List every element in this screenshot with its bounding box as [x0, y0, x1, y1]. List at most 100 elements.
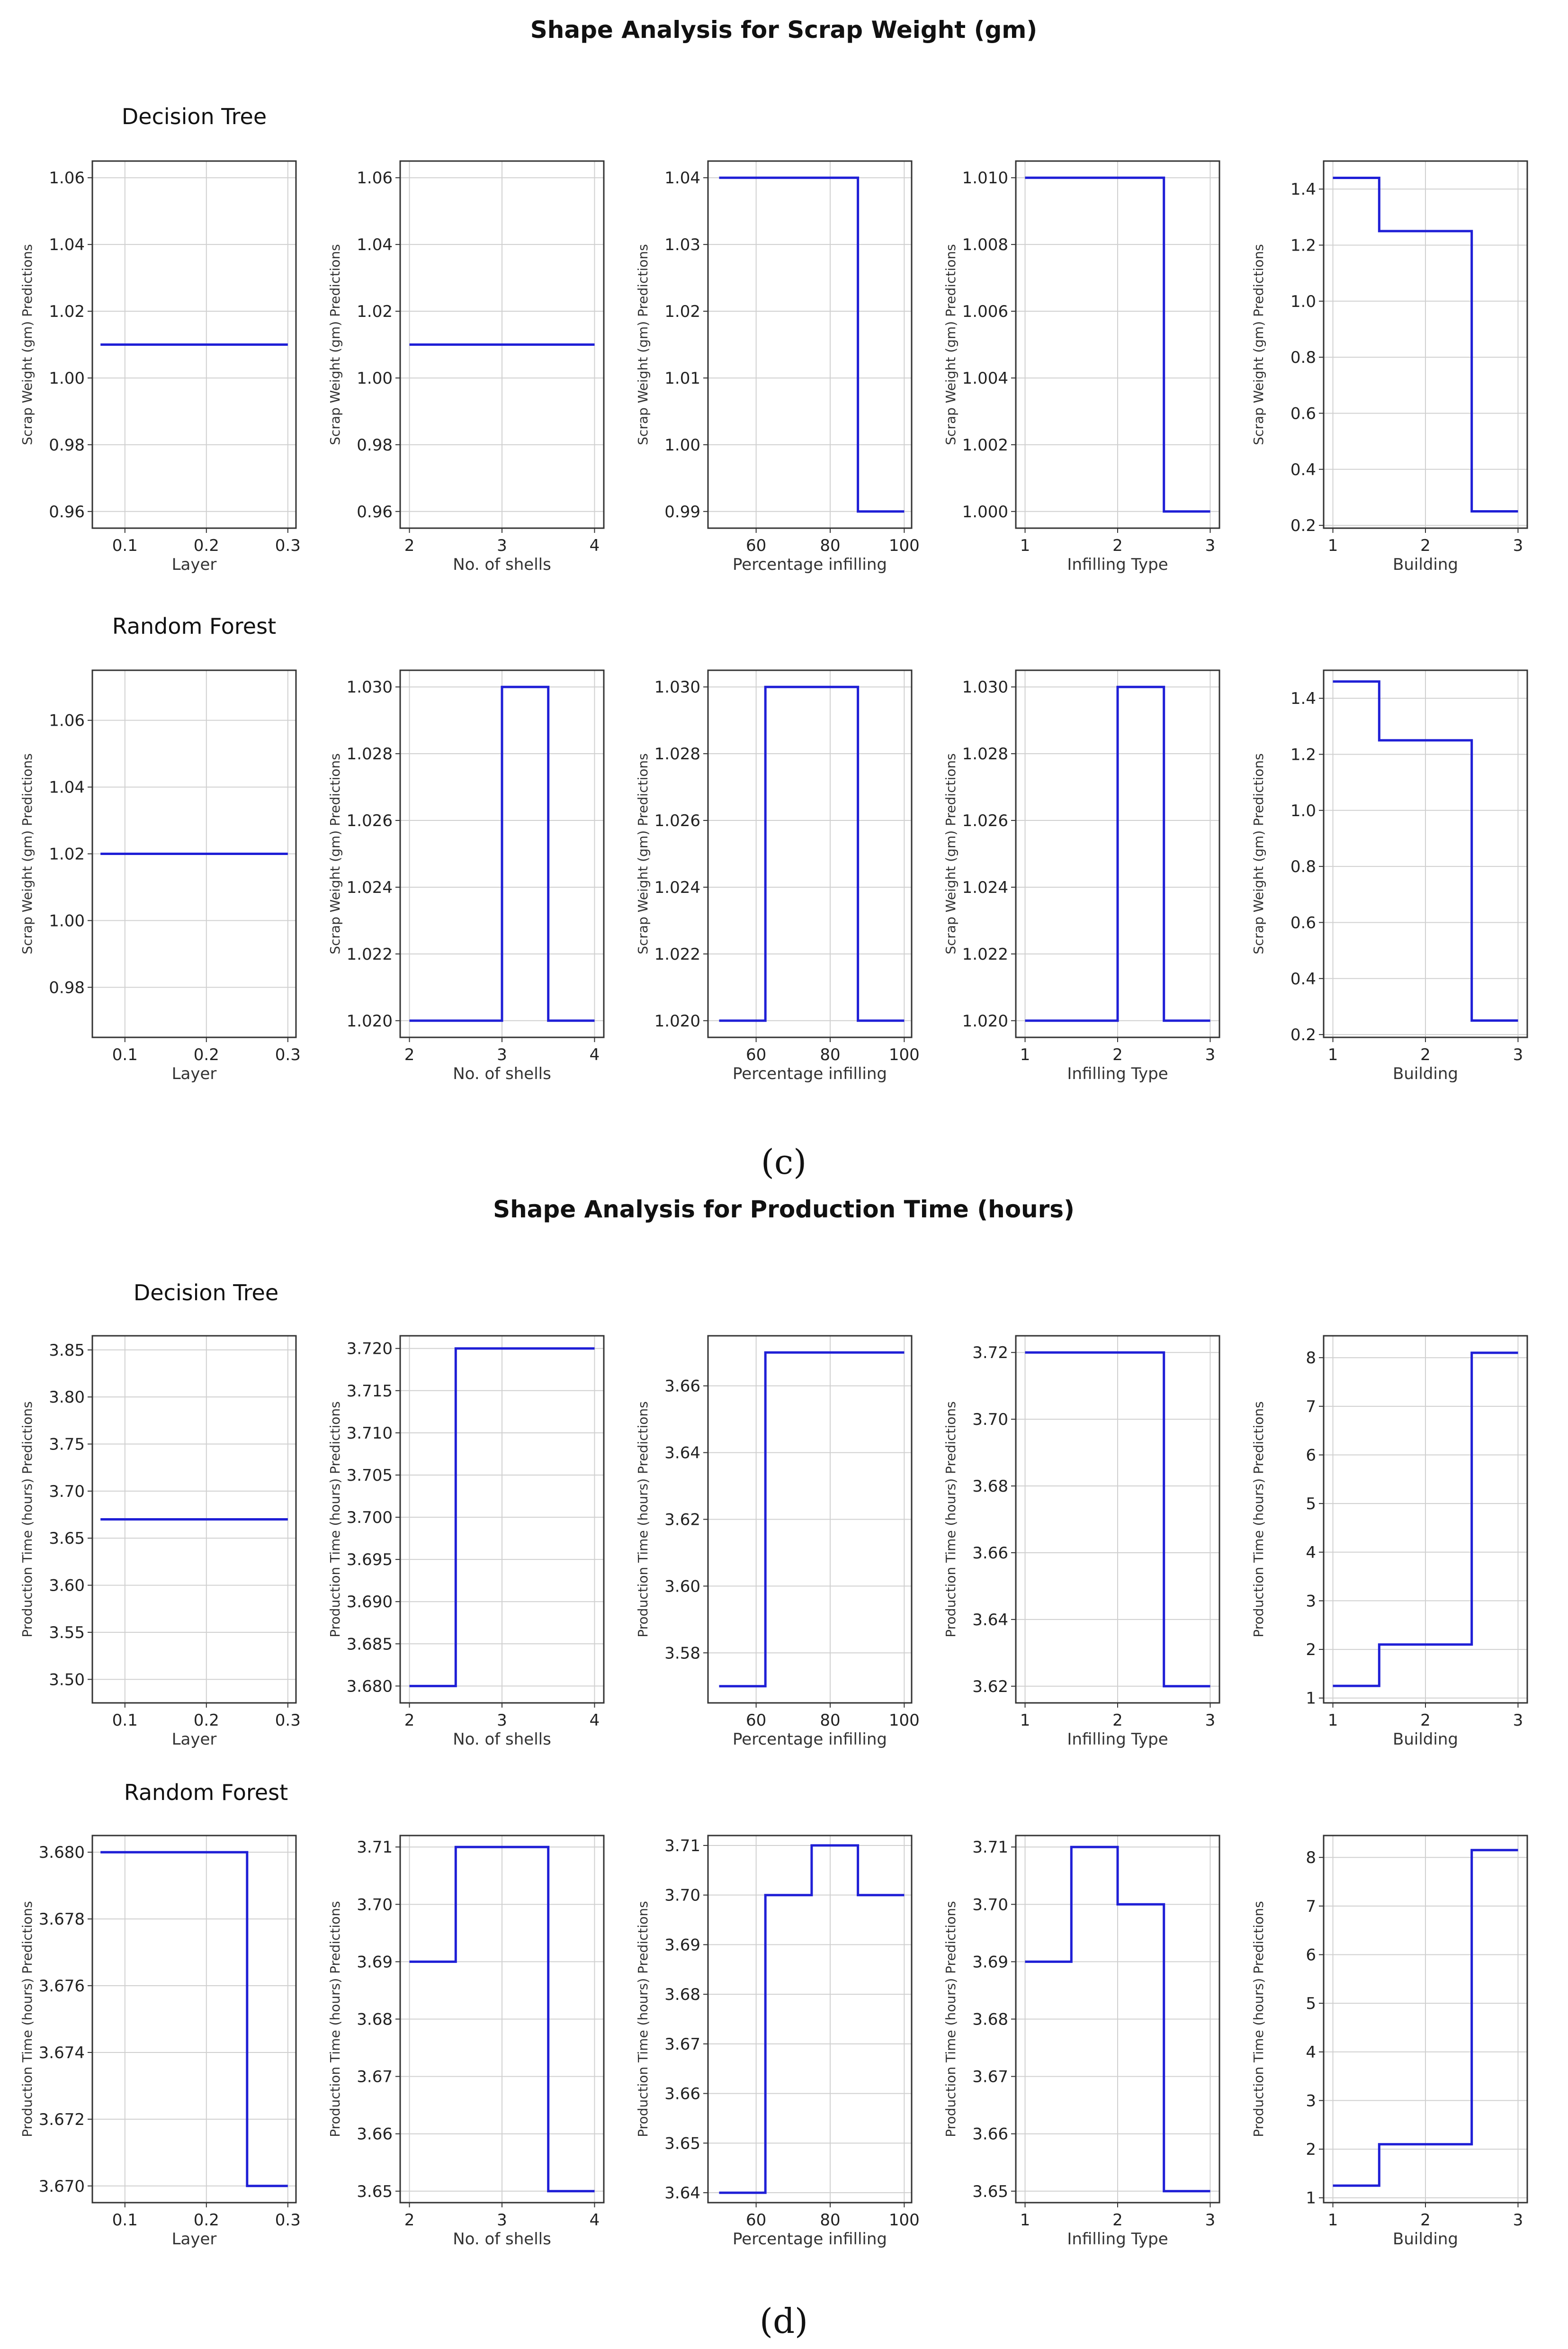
- x-tick-label: 4: [590, 1711, 600, 1730]
- y-tick-label: 3.66: [972, 2125, 1008, 2144]
- y-tick-label: 1.4: [1290, 689, 1316, 708]
- plot-frame: [91, 669, 297, 1038]
- prediction-line: [1025, 176, 1210, 513]
- y-tick-label: 1.022: [962, 945, 1008, 964]
- y-tick-label: 1.028: [347, 745, 393, 764]
- plot-frame: [1015, 669, 1220, 1038]
- y-tick-label: 1.026: [962, 811, 1008, 830]
- y-tick-label: 1.06: [357, 169, 393, 188]
- prediction-line: [1025, 685, 1210, 1022]
- y-tick-label: 2: [1306, 2140, 1316, 2159]
- y-tick-label: 3.71: [664, 1836, 700, 1855]
- x-tick-label: 60: [746, 2211, 766, 2230]
- y-tick-label: 1.030: [654, 678, 700, 697]
- y-tick-label: 1.022: [654, 945, 700, 964]
- prediction-line: [100, 1851, 288, 2187]
- y-tick-label: 3: [1306, 1592, 1316, 1611]
- x-axis-label: Layer: [172, 2230, 217, 2249]
- subplot-percentage-infilling-7: 1.020 1.022 1.024 1.026 1.028 1.030 60 80 100Per…: [635, 669, 920, 1083]
- x-tick-label: 4: [590, 1045, 600, 1064]
- row-label-random-forest-production: Random Forest: [124, 1780, 288, 1805]
- subplot-no-of-shells-1: 0.96 0.98 1.00 1.02 1.04 1.06 2 3 4 No. of shells…: [327, 160, 605, 574]
- y-tick-label: 3.672: [39, 2110, 85, 2129]
- x-tick-label: 2: [1420, 1711, 1431, 1730]
- x-tick-label: 4: [590, 536, 600, 555]
- x-tick-label: 0.3: [275, 1045, 301, 1064]
- y-axis-label: Production Time (hours) Predictions: [943, 1401, 959, 1637]
- y-tick-label: 1.00: [357, 369, 393, 388]
- y-tick-label: 1.022: [347, 945, 393, 964]
- y-tick-label: 3.685: [347, 1635, 393, 1654]
- y-tick-label: 0.99: [664, 503, 700, 522]
- y-tick-label: 3.705: [347, 1466, 393, 1485]
- y-tick-label: 3.62: [664, 1511, 700, 1530]
- x-tick-label: 2: [404, 2211, 415, 2230]
- plot-frame: [399, 160, 605, 529]
- y-tick-label: 1.0: [1290, 292, 1316, 311]
- caption-d: (d): [760, 2301, 808, 2341]
- y-tick-label: 2: [1306, 1640, 1316, 1659]
- y-tick-label: 0.98: [49, 436, 85, 455]
- y-axis-label: Production Time (hours) Predictions: [1251, 1401, 1266, 1637]
- y-axis-label: Scrap Weight (gm) Predictions: [943, 244, 959, 445]
- y-tick-label: 1.01: [664, 369, 700, 388]
- y-tick-label: 0.96: [49, 503, 85, 522]
- y-tick-label: 3.66: [972, 1544, 1008, 1563]
- x-tick-label: 3: [497, 1045, 507, 1064]
- y-tick-label: 1.2: [1290, 236, 1316, 255]
- subplot-building-4: 0.2 0.4 0.6 0.8 1.0 1.2 1.4 1 2 3 Building Scrap We…: [1251, 160, 1528, 574]
- y-tick-label: 1.008: [962, 235, 1008, 254]
- y-tick-label: 0.6: [1290, 404, 1316, 423]
- y-tick-label: 1.00: [49, 911, 85, 930]
- y-tick-label: 3.66: [664, 2085, 700, 2104]
- subplot-no-of-shells-11: 3.680 3.685 3.690 3.695 3.700 3.705 3.710 3.715…: [327, 1335, 605, 1749]
- plot-frame: [1323, 160, 1528, 529]
- y-tick-label: 1.024: [962, 878, 1008, 897]
- y-tick-label: 3.65: [972, 2182, 1008, 2201]
- subplot-layer-15: 3.670 3.672 3.674 3.676 3.678 3.680 0.1 0.2 0.3 L…: [19, 1835, 301, 2249]
- x-tick-label: 2: [1112, 2211, 1123, 2230]
- y-tick-label: 3.670: [39, 2177, 85, 2196]
- y-tick-label: 3.680: [347, 1677, 393, 1696]
- subplot-infilling-type-13: 3.62 3.64 3.66 3.68 3.70 3.72 1 2 3 Infilling Typ…: [943, 1335, 1220, 1749]
- x-tick-label: 3: [497, 2211, 507, 2230]
- x-tick-label: 100: [889, 2211, 920, 2230]
- plot-frame: [1015, 160, 1220, 529]
- y-axis-label: Production Time (hours) Predictions: [943, 1901, 959, 2137]
- y-axis-label: Production Time (hours) Predictions: [19, 1401, 35, 1637]
- y-tick-label: 1.030: [347, 678, 393, 697]
- x-tick-label: 80: [820, 536, 840, 555]
- x-tick-label: 3: [1205, 2211, 1216, 2230]
- x-tick-label: 3: [1513, 1045, 1523, 1064]
- y-tick-label: 1.02: [664, 302, 700, 321]
- y-tick-label: 3.715: [347, 1382, 393, 1401]
- y-axis-label: Scrap Weight (gm) Predictions: [635, 244, 651, 445]
- x-tick-label: 60: [746, 1711, 766, 1730]
- y-tick-label: 6: [1306, 1446, 1316, 1465]
- y-tick-label: 0.96: [357, 503, 393, 522]
- y-tick-label: 0.4: [1290, 460, 1316, 479]
- x-axis-label: Layer: [172, 1064, 217, 1083]
- x-axis-label: Percentage infilling: [733, 1064, 887, 1083]
- y-tick-label: 3.69: [357, 1953, 393, 1971]
- y-axis-label: Scrap Weight (gm) Predictions: [1251, 244, 1266, 445]
- x-axis-label: Percentage infilling: [733, 2230, 887, 2249]
- x-tick-label: 1: [1328, 536, 1338, 555]
- y-axis-label: Production Time (hours) Predictions: [19, 1901, 35, 2137]
- subplot-no-of-shells-6: 1.020 1.022 1.024 1.026 1.028 1.030 2 3 4 No. of …: [327, 669, 605, 1083]
- y-tick-label: 4: [1306, 1543, 1316, 1562]
- x-axis-label: Building: [1393, 1064, 1458, 1083]
- y-tick-label: 1.010: [962, 169, 1008, 188]
- y-tick-label: 1.0: [1290, 801, 1316, 820]
- y-tick-label: 3.64: [664, 1444, 700, 1463]
- y-tick-label: 3.55: [49, 1623, 85, 1642]
- y-tick-label: 3.710: [347, 1424, 393, 1443]
- y-tick-label: 3.62: [972, 1677, 1008, 1696]
- y-tick-label: 3.70: [664, 1886, 700, 1905]
- prediction-line: [1333, 177, 1518, 513]
- y-axis-label: Production Time (hours) Predictions: [327, 1401, 343, 1637]
- y-tick-label: 1.028: [654, 745, 700, 764]
- prediction-line: [1333, 1849, 1518, 2187]
- x-axis-label: Infilling Type: [1067, 2230, 1168, 2249]
